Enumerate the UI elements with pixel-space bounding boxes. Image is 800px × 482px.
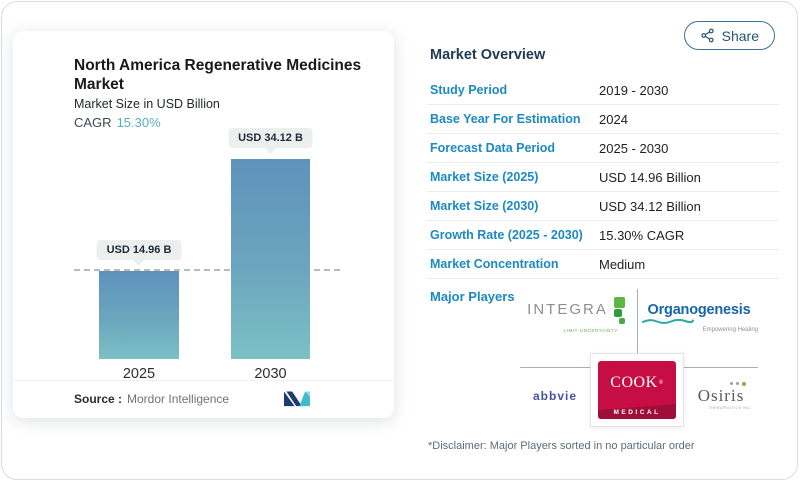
chart-subtitle: Market Size in USD Billion bbox=[74, 97, 220, 111]
bar-group-2030: USD 34.12 B 2030 bbox=[228, 128, 313, 382]
organogenesis-logo: Organogenesis Empowering Healing bbox=[640, 302, 758, 333]
table-row: Market Concentration Medium bbox=[427, 250, 779, 279]
osiris-dots-icon bbox=[730, 382, 746, 386]
cagr-value: 15.30% bbox=[116, 115, 161, 130]
table-row: Market Size (2025) USD 14.96 Billion bbox=[427, 163, 779, 192]
integra-wordmark: INTEGRA bbox=[527, 301, 608, 318]
major-players-grid: INTEGRA LIMIT UNCERTAINTY Organogenesis … bbox=[520, 287, 758, 427]
row-label: Base Year For Estimation bbox=[430, 112, 581, 126]
cook-red-box: COOK ® MEDICAL bbox=[598, 361, 676, 419]
x-axis-label-2030: 2030 bbox=[254, 366, 287, 382]
source-text: Source : Mordor Intelligence bbox=[74, 392, 229, 406]
cagr-line: CAGR 15.30% bbox=[74, 115, 161, 130]
abbvie-logo: abbvie bbox=[526, 389, 584, 403]
integra-logo: INTEGRA LIMIT UNCERTAINTY bbox=[520, 297, 632, 333]
organogenesis-tagline: Empowering Healing bbox=[702, 327, 758, 333]
market-overview-panel: Market Overview Study Period 2019 - 2030 … bbox=[427, 47, 779, 452]
bar-value-label-2030: USD 34.12 B bbox=[228, 128, 313, 148]
abbvie-wordmark: abbvie bbox=[532, 389, 577, 403]
row-label: Market Size (2025) bbox=[430, 170, 539, 184]
mordor-intelligence-logo-icon bbox=[284, 389, 310, 412]
bar-group-2025: USD 14.96 B 2025 bbox=[96, 135, 182, 382]
osiris-tagline: THERAPEUTICS INC. bbox=[708, 406, 752, 410]
cook-medical-logo: COOK ® MEDICAL bbox=[590, 353, 684, 427]
share-button[interactable]: Share bbox=[683, 21, 775, 50]
x-axis-label-2025: 2025 bbox=[122, 366, 156, 382]
row-value: USD 14.96 Billion bbox=[599, 169, 701, 185]
table-row: Forecast Data Period 2025 - 2030 bbox=[427, 134, 779, 163]
source-row: Source : Mordor Intelligence bbox=[13, 380, 394, 418]
integra-squares-icon bbox=[611, 297, 625, 327]
bar-value-label-2025: USD 14.96 B bbox=[96, 240, 182, 260]
cagr-label: CAGR bbox=[74, 115, 112, 130]
row-label: Market Size (2030) bbox=[430, 199, 539, 213]
share-icon bbox=[700, 28, 715, 43]
major-players-section: Major Players INTEGRA LIMIT UNCERTAINTY … bbox=[427, 287, 779, 427]
bar-chart: USD 14.96 B 2025 USD 34.12 B 2030 bbox=[74, 128, 354, 382]
disclaimer-text: *Disclaimer: Major Players sorted in no … bbox=[428, 440, 695, 452]
integra-tagline: LIMIT UNCERTAINTY bbox=[563, 328, 618, 333]
bar-2025 bbox=[99, 271, 179, 359]
organogenesis-wordmark: Organogenesis bbox=[647, 302, 751, 318]
row-label: Study Period bbox=[430, 83, 508, 97]
major-players-label: Major Players bbox=[430, 289, 515, 304]
source-label: Source : bbox=[74, 392, 123, 406]
row-value: 2019 - 2030 bbox=[599, 82, 669, 98]
row-value: 2025 - 2030 bbox=[599, 140, 669, 156]
reference-dashed-line bbox=[74, 269, 340, 271]
row-label: Forecast Data Period bbox=[430, 141, 556, 155]
table-row: Market Size (2030) USD 34.12 Billion bbox=[427, 192, 779, 221]
table-row: Base Year For Estimation 2024 bbox=[427, 105, 779, 134]
table-row: Study Period 2019 - 2030 bbox=[427, 76, 779, 105]
organogenesis-wave-icon bbox=[642, 318, 694, 324]
cook-wordmark: COOK ® bbox=[610, 373, 664, 391]
row-value: Medium bbox=[599, 256, 646, 272]
row-label: Market Concentration bbox=[430, 257, 559, 271]
row-value: 2024 bbox=[599, 111, 628, 127]
overview-table: Study Period 2019 - 2030 Base Year For Es… bbox=[427, 76, 779, 279]
grid-divider-vertical bbox=[637, 289, 638, 355]
chart-card: North America Regenerative Medicines Mar… bbox=[13, 31, 394, 418]
bar-2030 bbox=[231, 159, 310, 359]
row-value: USD 34.12 Billion bbox=[599, 198, 701, 214]
panel-heading: Market Overview bbox=[430, 47, 546, 63]
osiris-logo: Osiris THERAPEUTICS INC. bbox=[688, 382, 754, 410]
table-row: Growth Rate (2025 - 2030) 15.30% CAGR bbox=[427, 221, 779, 250]
share-button-label: Share bbox=[721, 27, 759, 44]
source-value: Mordor Intelligence bbox=[127, 392, 230, 406]
osiris-wordmark: Osiris bbox=[697, 386, 745, 405]
row-value: 15.30% CAGR bbox=[599, 227, 685, 243]
registered-mark: ® bbox=[658, 379, 664, 386]
chart-title: North America Regenerative Medicines Mar… bbox=[74, 57, 362, 94]
row-label: Growth Rate (2025 - 2030) bbox=[430, 228, 583, 242]
cook-medical-band: MEDICAL bbox=[598, 404, 676, 419]
